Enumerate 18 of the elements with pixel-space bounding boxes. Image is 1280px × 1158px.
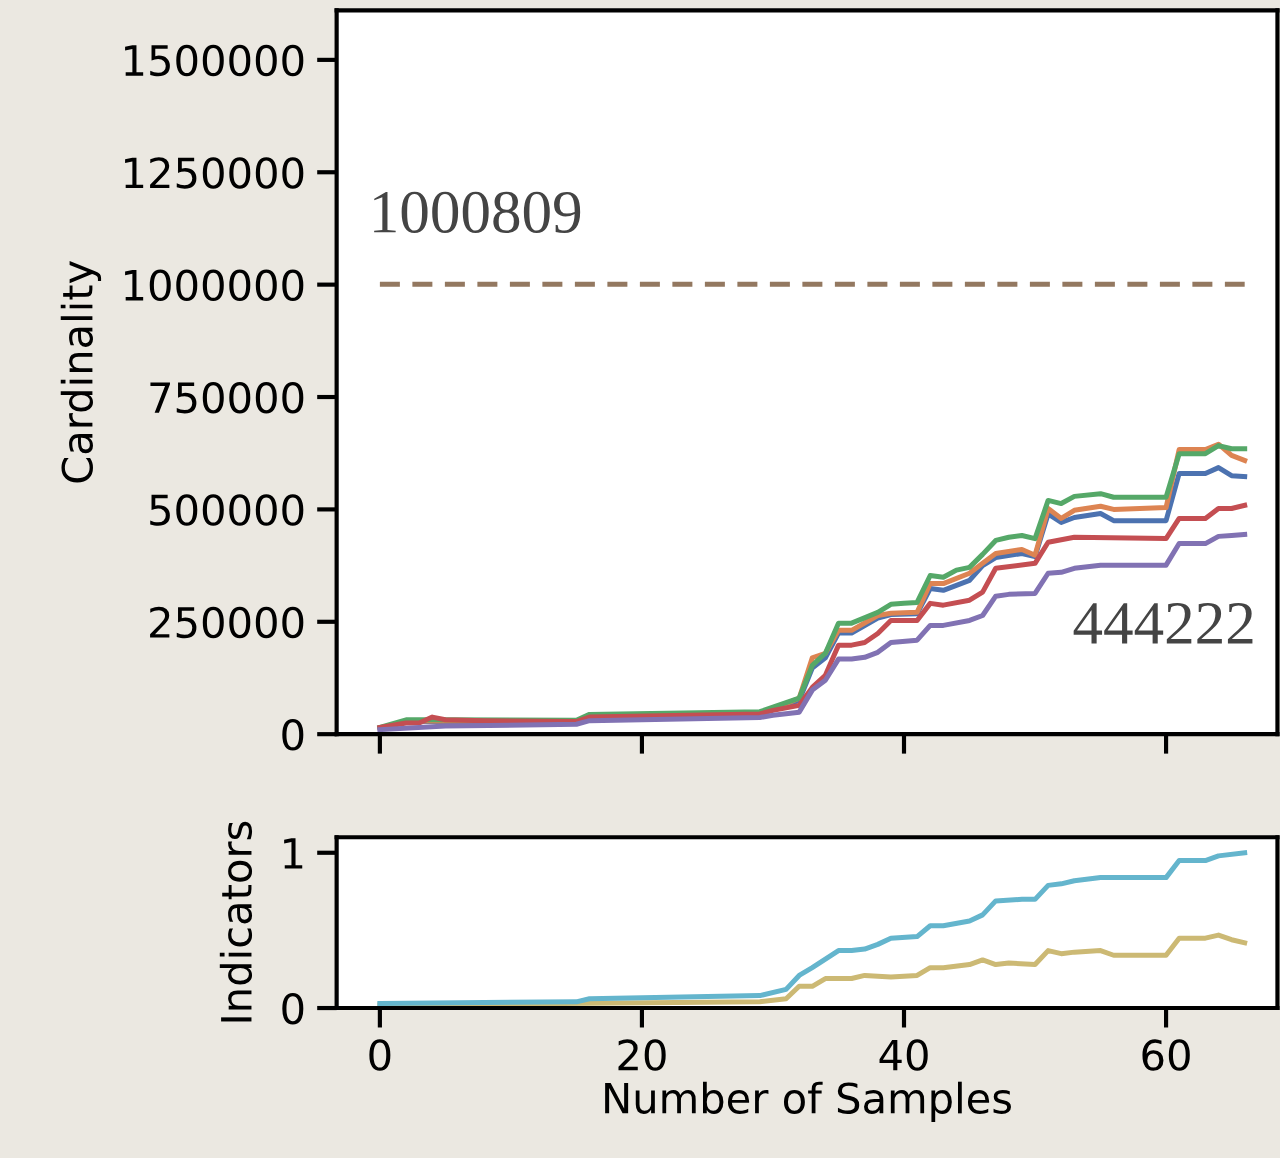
y-tick-label: 0 [282, 719, 304, 751]
y-tick-label: 1000000 [125, 269, 304, 302]
y-axis-title: Cardinality [60, 260, 102, 483]
y-tick-label: 250000 [150, 606, 304, 639]
y-tick-label: 500000 [150, 494, 304, 526]
x-tick-label: 0 [369, 1039, 391, 1071]
annotation: 444222 [1073, 603, 1253, 644]
y-tick-label: 1500000 [125, 44, 304, 77]
x-axis-title: Number of Samples [605, 1081, 1011, 1123]
x-tick-label: 40 [879, 1039, 928, 1071]
y-tick-label: 1250000 [125, 157, 304, 189]
y-axis-title: Indicators [219, 821, 253, 1022]
x-tick-label: 60 [1142, 1039, 1190, 1071]
x-tick-label: 20 [618, 1039, 666, 1071]
annotation: 1000809 [374, 191, 581, 233]
y-tick-label: 1 [284, 838, 303, 869]
y-tick-label: 0 [282, 992, 304, 1025]
y-tick-label: 750000 [150, 381, 304, 414]
